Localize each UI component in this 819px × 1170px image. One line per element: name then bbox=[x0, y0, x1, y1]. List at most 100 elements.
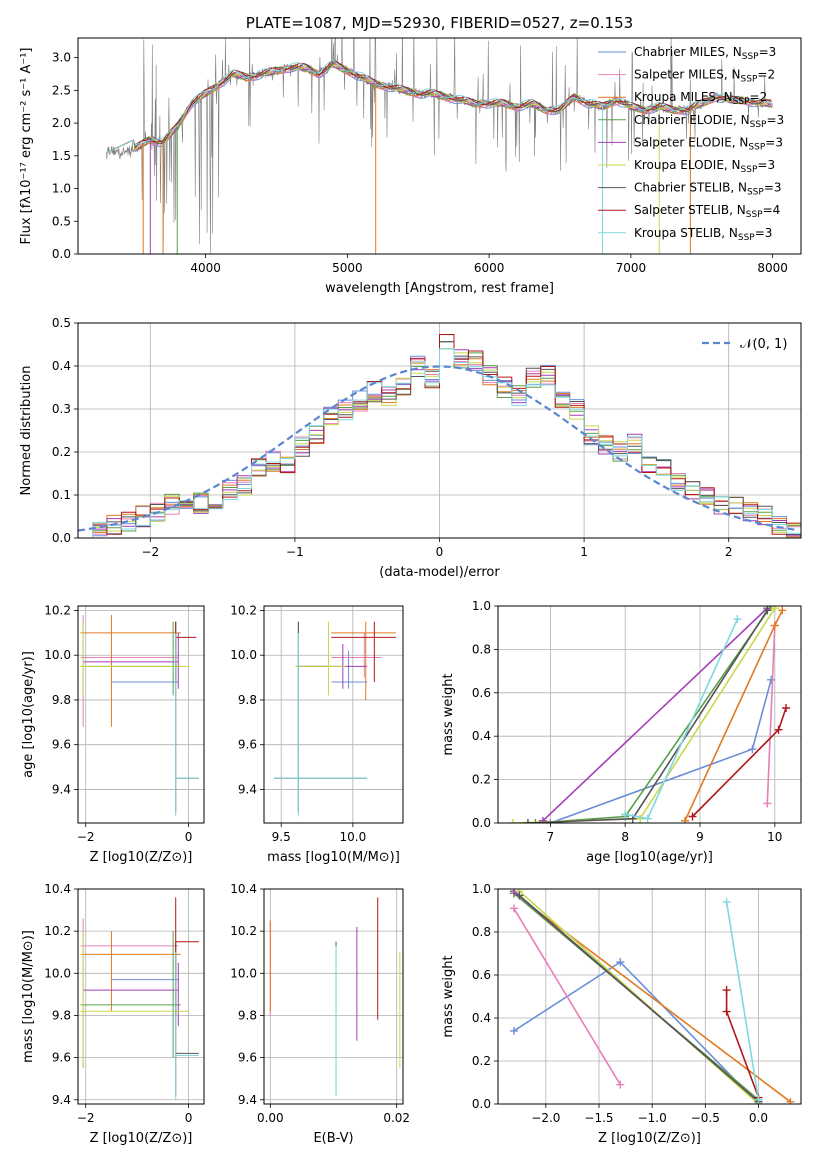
x-tick-label: 9 bbox=[696, 830, 704, 844]
x-tick-label: 0 bbox=[436, 545, 444, 559]
y-tick-label: 0.5 bbox=[52, 214, 71, 228]
x-tick-label: −2 bbox=[77, 1111, 95, 1125]
mass-weight-line-8 bbox=[725, 901, 760, 1100]
y-tick-label: 0.6 bbox=[472, 686, 491, 700]
mass-weight-line-7 bbox=[725, 990, 760, 1098]
x-tick-label: 6000 bbox=[474, 261, 505, 275]
y-tick-label: 1.0 bbox=[472, 599, 491, 613]
x-tick-label: −1.0 bbox=[638, 1111, 667, 1125]
panel-2: −2 0 9.4 9.6 9.8 10.0 10.2 Z [log10(Z/Z⊙)] age [… bbox=[21, 603, 205, 865]
point-marker bbox=[509, 904, 518, 913]
legend-entry: Kroupa ELODIE, NSSP=3 bbox=[634, 158, 775, 175]
y-tick-label: 9.6 bbox=[52, 1051, 71, 1065]
point-marker bbox=[722, 986, 731, 995]
x-axis-label: Z [log10(Z/Z⊙)] bbox=[598, 1131, 701, 1146]
x-tick-label: 0 bbox=[185, 1111, 193, 1125]
y-tick-label: 10.2 bbox=[230, 603, 257, 617]
x-tick-label: −2 bbox=[77, 830, 95, 844]
plot-area bbox=[80, 614, 199, 817]
x-tick-label: −2 bbox=[141, 545, 159, 559]
y-axis-label: Flux [fλ10⁻¹⁷ erg cm⁻² s⁻¹ A⁻¹] bbox=[19, 48, 34, 245]
legend-entry: Kroupa STELIB, NSSP=3 bbox=[634, 226, 772, 243]
model-spectrum-6 bbox=[106, 62, 772, 153]
x-tick-label: −0.5 bbox=[691, 1111, 720, 1125]
y-tick-label: 10.0 bbox=[44, 648, 71, 662]
x-tick-label: 5000 bbox=[332, 261, 363, 275]
plot-area bbox=[78, 334, 801, 538]
point-marker bbox=[643, 814, 652, 823]
y-tick-label: 9.8 bbox=[52, 693, 71, 707]
point-marker bbox=[778, 606, 787, 615]
point-marker bbox=[722, 1007, 731, 1016]
point-marker bbox=[767, 675, 776, 684]
point-marker bbox=[770, 606, 779, 613]
x-tick-label: −2.0 bbox=[531, 1111, 560, 1125]
axes-frame bbox=[77, 37, 802, 255]
x-axis-label: Z [log10(Z/Z⊙)] bbox=[90, 850, 193, 865]
x-tick-label: 10 bbox=[767, 830, 782, 844]
point-marker bbox=[786, 1097, 795, 1104]
axes-frame bbox=[77, 888, 205, 1105]
y-axis-label: Normed distribution bbox=[19, 366, 34, 496]
y-tick-label: 9.8 bbox=[238, 693, 257, 707]
y-tick-label: 1.5 bbox=[52, 149, 71, 163]
point-marker bbox=[782, 703, 791, 712]
x-tick-label: −1 bbox=[286, 545, 304, 559]
x-tick-label: 7 bbox=[547, 830, 555, 844]
legend-entry: Chabrier STELIB, NSSP=3 bbox=[634, 181, 782, 198]
y-tick-label: 10.2 bbox=[44, 603, 71, 617]
axes-frame bbox=[497, 605, 802, 824]
mass-weight-line-4 bbox=[542, 607, 768, 822]
point-marker bbox=[538, 816, 547, 823]
y-tick-label: 0.3 bbox=[52, 402, 71, 416]
legend-entry: Chabrier ELODIE, NSSP=3 bbox=[634, 113, 784, 130]
point-marker bbox=[733, 615, 742, 624]
axes-frame bbox=[263, 605, 404, 824]
x-axis-label: age [log10(age/yr)] bbox=[586, 850, 713, 865]
x-axis-label: Z [log10(Z/Z⊙)] bbox=[90, 1131, 193, 1146]
y-tick-label: 0.0 bbox=[472, 816, 491, 830]
mass-weight-line-5 bbox=[518, 890, 760, 1104]
point-marker bbox=[621, 810, 630, 819]
x-axis-label: (data-model)/error bbox=[379, 565, 500, 580]
y-tick-label: 10.0 bbox=[230, 966, 257, 980]
axes-frame bbox=[77, 605, 205, 824]
x-axis-label: wavelength [Angstrom, rest frame] bbox=[325, 281, 554, 296]
panel-1: −2 −1 0 1 2 0.0 0.1 0.2 0.3 0.4 0.5 (data-model)/er… bbox=[19, 316, 802, 580]
point-marker bbox=[754, 1095, 763, 1104]
x-tick-label: 0.00 bbox=[257, 1111, 284, 1125]
point-marker bbox=[688, 812, 697, 821]
y-tick-label: 1.0 bbox=[472, 882, 491, 896]
point-marker bbox=[681, 816, 690, 823]
mass-weight-line-0 bbox=[513, 961, 760, 1104]
panel-7: −2.0 −1.5 −1.0 −0.5 0.0 0.0 0.2 0.4 0.6 0.8 1.0 Z [… bbox=[441, 882, 802, 1146]
panel-6: 0.00 0.02 9.4 9.6 9.8 10.0 10.2 10.4 E(B-V) bbox=[230, 882, 410, 1146]
point-marker bbox=[508, 819, 517, 823]
y-tick-label: 3.0 bbox=[52, 51, 71, 65]
y-tick-label: 10.4 bbox=[230, 882, 257, 896]
plot-area bbox=[80, 897, 199, 1100]
point-marker bbox=[515, 891, 524, 900]
plot-area bbox=[274, 621, 396, 817]
point-marker bbox=[748, 745, 757, 754]
plot-area bbox=[269, 897, 401, 1096]
plot-area bbox=[106, 38, 773, 254]
x-tick-label: 10.0 bbox=[339, 830, 366, 844]
y-tick-label: 1.0 bbox=[52, 182, 71, 196]
y-tick-label: 0.6 bbox=[472, 968, 491, 982]
legend-entry: 𝒩(0, 1) bbox=[740, 337, 787, 352]
y-tick-label: 2.0 bbox=[52, 116, 71, 130]
legend-entry: Salpeter STELIB, NSSP=4 bbox=[634, 203, 780, 220]
y-tick-label: 10.0 bbox=[44, 966, 71, 980]
y-tick-label: 0.0 bbox=[52, 247, 71, 261]
point-marker bbox=[770, 621, 779, 630]
model-spectrum-2 bbox=[106, 63, 772, 153]
point-marker bbox=[616, 958, 625, 967]
model-spectrum-8 bbox=[106, 59, 772, 153]
y-tick-label: 0.0 bbox=[52, 531, 71, 545]
x-tick-label: 9.5 bbox=[272, 830, 291, 844]
point-marker bbox=[616, 1080, 625, 1089]
y-tick-label: 9.6 bbox=[238, 738, 257, 752]
y-tick-label: 0.4 bbox=[52, 359, 71, 373]
